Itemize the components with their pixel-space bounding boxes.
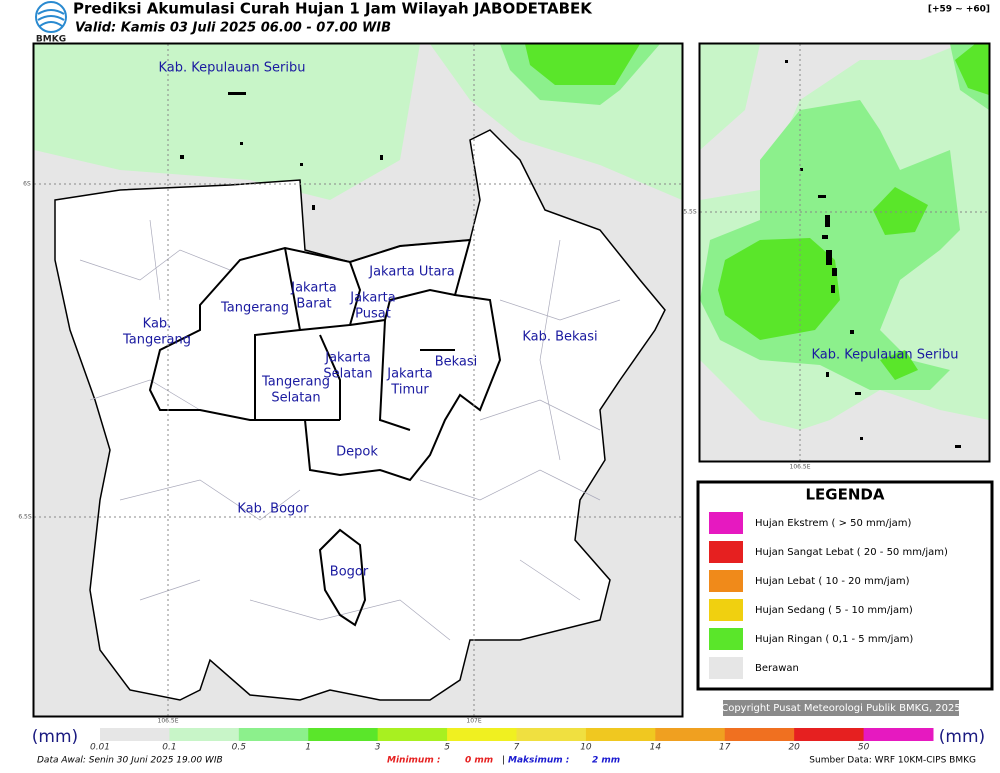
region-label: Selatan: [323, 367, 372, 382]
region-label: Jakarta Utara: [368, 265, 455, 280]
region-label: Selatan: [271, 391, 320, 406]
colorbar-segment: [655, 728, 726, 741]
legend-label: Hujan Sangat Lebat ( 20 - 50 mm/jam): [755, 547, 948, 558]
colorbar-tick-label: 50: [858, 743, 870, 753]
region-label: Jakarta: [386, 367, 432, 382]
copyright: Copyright Pusat Meteorologi Publik BMKG,…: [721, 703, 961, 714]
lon-label: 107E: [466, 718, 481, 725]
inset-label: Kab. Kepulauan Seribu: [812, 348, 959, 363]
legend-label: Hujan Ekstrem ( > 50 mm/jam): [755, 518, 912, 529]
colorbar-segment: [863, 728, 934, 741]
colorbar-segment: [724, 728, 795, 741]
lon-label: 106.5E: [158, 718, 179, 725]
legend-label: Hujan Lebat ( 10 - 20 mm/jam): [755, 576, 910, 587]
title: Prediksi Akumulasi Curah Hujan 1 Jam Wil…: [73, 0, 593, 18]
region-label: Tangerang: [261, 375, 330, 390]
subtitle: Valid: Kamis 03 Juli 2025 06.00 - 07.00 …: [75, 21, 391, 36]
main-map: Kab. Kepulauan Seribu Jakarta Utara Jakart…: [34, 44, 682, 716]
region-label: Jakarta: [349, 291, 395, 306]
legend-swatch: [709, 628, 743, 650]
inset-map: Kab. Kepulauan Seribu: [700, 44, 989, 461]
legend-title: LEGENDA: [806, 486, 885, 504]
colorbar-tick-label: 14: [650, 743, 662, 753]
legend-swatch: [709, 512, 743, 534]
colorbar-segment: [238, 728, 309, 741]
region-label: Barat: [296, 297, 331, 312]
logo: [35, 1, 67, 33]
colorbar-segment: [447, 728, 517, 741]
colorbar-unit: (mm): [939, 727, 985, 747]
max-label: Maksimum :: [508, 756, 569, 766]
colorbar-segment: [377, 728, 448, 741]
legend-label: Hujan Sedang ( 5 - 10 mm/jam): [755, 605, 913, 616]
colorbar-tick-label: 3: [375, 743, 381, 753]
region-label: Pusat: [355, 307, 391, 322]
legend-swatch: [709, 657, 743, 679]
colorbar-tick-label: 17: [719, 743, 731, 753]
colorbar-segment: [100, 728, 170, 741]
region-label: Jakarta: [324, 351, 370, 366]
lat-label: 6S: [23, 181, 31, 188]
colorbar-segment: [585, 728, 656, 741]
copyright-box: [723, 700, 959, 716]
main-map-frame: [32, 42, 684, 718]
region-label: Kab.: [143, 317, 172, 332]
colorbar-segment: [794, 728, 865, 741]
legend-label: Hujan Ringan ( 0,1 - 5 mm/jam): [755, 634, 913, 645]
max-value: 2 mm: [592, 756, 620, 766]
colorbar-tick-label: 5: [444, 743, 450, 753]
colorbar-tick-label: 1: [305, 743, 311, 753]
min-value: 0 mm: [465, 756, 493, 766]
colorbar-tick-label: 20: [788, 743, 800, 753]
lon-label: 106.5E: [790, 464, 811, 471]
region-label: Bogor: [330, 565, 369, 580]
colorbar-tick-label: 0.1: [162, 743, 176, 753]
min-label: Minimum :: [387, 756, 440, 766]
range: [+59 ~ +60]: [928, 5, 990, 15]
colorbar-segment: [516, 728, 587, 741]
lat-label: 6.5S: [18, 514, 32, 521]
legend-swatch: [709, 541, 743, 563]
region-label: Tangerang: [122, 333, 191, 348]
region-label: Kab. Bogor: [237, 502, 309, 517]
colorbar-tick-label: 0.5: [232, 743, 247, 753]
colorbar-tick-label: 7: [514, 743, 520, 753]
colorbar-tick-label: 10: [580, 743, 592, 753]
colorbar-tick-label: 0.01: [90, 743, 110, 753]
colorbar-unit: (mm): [32, 727, 78, 747]
lat-label: 5.5S: [683, 209, 697, 216]
colorbar-segment: [169, 728, 240, 741]
data-awal: Data Awal: Senin 30 Juni 2025 19.00 WIB: [37, 756, 223, 766]
legend-swatch: [709, 570, 743, 592]
logo-text: BMKG: [36, 35, 66, 45]
inset-frame: [698, 42, 991, 463]
region-label: Bekasi: [435, 355, 478, 370]
legend-swatch: [709, 599, 743, 621]
source: Sumber Data: WRF 10KM-CIPS BMKG: [809, 756, 976, 766]
colorbar-segment: [308, 728, 379, 741]
region-label: Kab. Kepulauan Seribu: [159, 61, 306, 76]
region-label: Depok: [336, 445, 378, 460]
region-label: Timur: [390, 383, 429, 398]
legend-box: [696, 480, 994, 691]
region-label: Kab. Bekasi: [522, 330, 597, 345]
separator: |: [502, 756, 505, 766]
region-label: Tangerang: [220, 301, 289, 316]
legend-label: Berawan: [755, 663, 799, 674]
region-label: Jakarta: [290, 281, 336, 296]
